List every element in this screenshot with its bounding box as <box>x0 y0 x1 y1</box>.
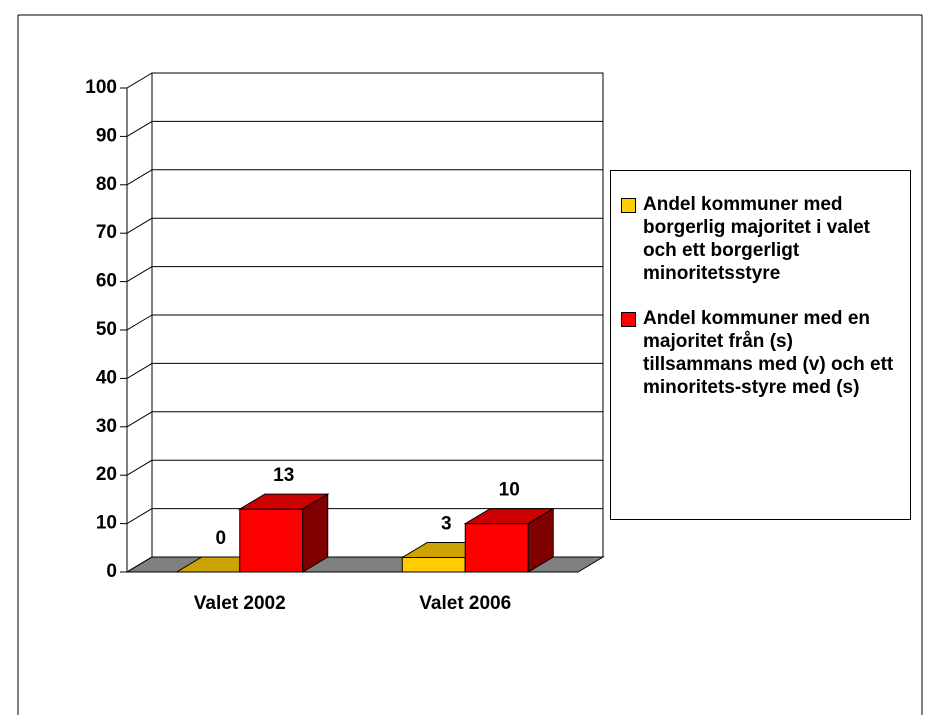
grid-line <box>126 362 153 379</box>
y-tick-label: 90 <box>96 125 117 146</box>
bar-top <box>463 508 556 525</box>
value-label: 3 <box>441 513 452 534</box>
x-tick-label: Valet 2006 <box>419 593 511 614</box>
legend-label: Andel kommuner med borgerlig majoritet i… <box>643 194 870 284</box>
grid-line <box>126 217 153 234</box>
bar-top <box>237 493 330 510</box>
legend-entry: Andel kommuner med borgerlig majoritet i… <box>621 193 904 285</box>
grid-line <box>126 508 153 525</box>
grid-line <box>126 459 153 476</box>
grid-line <box>126 556 153 573</box>
grid-line <box>126 72 153 89</box>
y-tick-label: 10 <box>96 513 117 534</box>
y-tick-label: 0 <box>106 561 117 582</box>
grid-line <box>126 120 153 137</box>
y-tick-label: 20 <box>96 464 117 485</box>
grid-line <box>126 169 153 186</box>
legend-label: Andel kommuner med en majoritet från (s)… <box>643 308 894 398</box>
value-label: 13 <box>273 465 294 486</box>
y-tick-label: 80 <box>96 174 117 195</box>
legend-entry: Andel kommuner med en majoritet från (s)… <box>621 307 904 399</box>
bar-front <box>401 556 466 573</box>
y-tick-label: 40 <box>96 367 117 388</box>
y-tick-label: 50 <box>96 319 117 340</box>
legend: Andel kommuner med borgerlig majoritet i… <box>610 170 911 520</box>
legend-swatch <box>621 312 636 327</box>
y-tick-label: 70 <box>96 222 117 243</box>
grid-line <box>126 266 153 283</box>
grid-line <box>126 314 153 331</box>
y-tick-label: 60 <box>96 271 117 292</box>
y-tick-label: 100 <box>85 77 117 98</box>
x-tick-label: Valet 2002 <box>194 593 286 614</box>
value-label: 10 <box>499 480 520 501</box>
bar-front <box>464 523 529 573</box>
legend-swatch <box>621 198 636 213</box>
bar-front <box>239 508 304 573</box>
y-tick-label: 30 <box>96 416 117 437</box>
grid-line <box>126 411 153 428</box>
value-label: 0 <box>215 528 226 549</box>
